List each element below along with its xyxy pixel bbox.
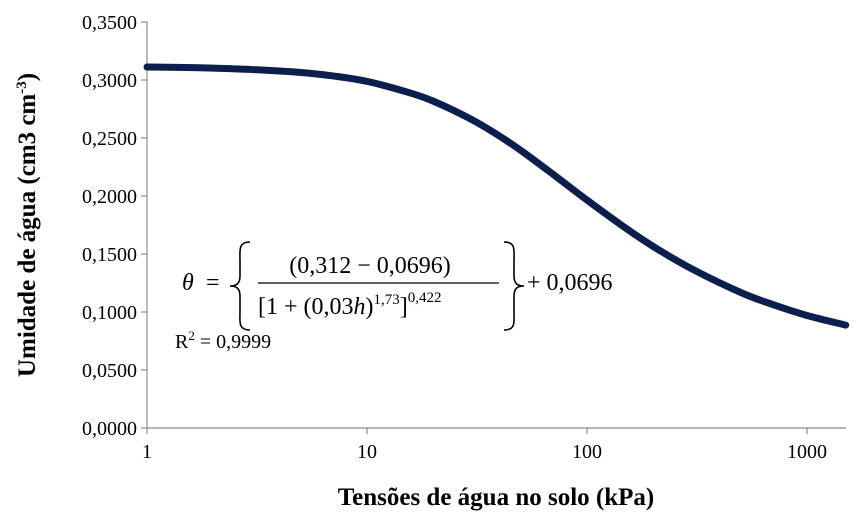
y-tick-label: 0,2500 (82, 128, 137, 150)
eq-den-exp1: 1,73 (374, 292, 400, 308)
y-ticks: 0,0000 0,0500 0,1000 0,1500 0,2000 0,2500 0,30… (82, 12, 147, 440)
equation-annotation: θ = (0,312 − 0,0696) [1 + (0,03h)1,73]0,… (175, 241, 613, 353)
r2-label: R (175, 331, 189, 353)
x-axis-title: Tensões de água no solo (kPa) (338, 484, 655, 511)
y-axis-title: Umidade de água (cm3 cm-3) (14, 73, 41, 377)
eq-den-open: [1 + (0,03 (258, 294, 354, 320)
y-tick-label: 0,3000 (82, 70, 137, 92)
eq-den-bracket: ] (400, 294, 408, 320)
y-axis-title-main: Umidade de água (cm3 cm (14, 94, 41, 377)
eq-den-close: ) (366, 294, 374, 320)
eq-left-brace (229, 241, 251, 331)
x-ticks: 1 10 100 1000 (142, 428, 827, 463)
y-tick-label: 0,1000 (82, 302, 137, 324)
r-squared: R2 = 0,9999 (175, 328, 271, 353)
r2-sup: 2 (188, 328, 195, 343)
eq-tail: + 0,0696 (527, 270, 613, 296)
eq-denominator: [1 + (0,03h)1,73]0,422 (258, 290, 442, 320)
y-tick-label: 0,0500 (82, 360, 137, 382)
x-tick-label: 10 (357, 441, 377, 463)
eq-numerator: (0,312 − 0,0696) (289, 253, 451, 279)
eq-den-h: h (354, 294, 366, 320)
eq-theta: θ (182, 270, 194, 296)
eq-equals: = (206, 270, 220, 296)
x-tick-label: 1 (142, 441, 152, 463)
x-tick-label: 1000 (787, 441, 827, 463)
r2-value: = 0,9999 (195, 331, 271, 353)
y-tick-label: 0,2000 (82, 186, 137, 208)
y-tick-label: 0,3500 (82, 12, 137, 34)
y-axis-title-sup: -3 (14, 81, 30, 94)
y-axis-title-end: ) (14, 73, 41, 81)
eq-right-brace (503, 241, 525, 331)
x-tick-label: 100 (572, 441, 602, 463)
y-tick-label: 0,1500 (82, 244, 137, 266)
series-line (143, 63, 850, 329)
y-tick-label: 0,0000 (82, 418, 137, 440)
eq-den-exp2: 0,422 (408, 290, 442, 306)
